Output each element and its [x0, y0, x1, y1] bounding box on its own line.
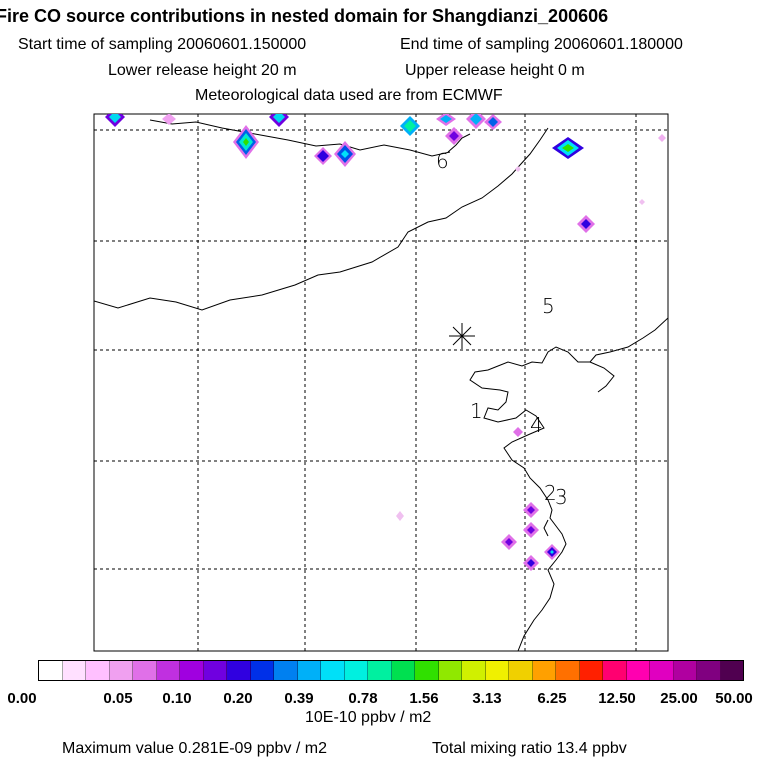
colorbar-tick: 1.56	[409, 690, 439, 707]
colorbar-segment	[509, 661, 533, 680]
plume-cell	[523, 555, 539, 571]
colorbar-tick: 12.50	[598, 690, 636, 707]
plume-cell	[162, 114, 176, 125]
plume-cell	[314, 147, 332, 165]
met-data-label: Meteorological data used are from ECMWF	[195, 87, 503, 104]
plume-cell	[105, 114, 125, 127]
plume-cell	[466, 114, 486, 129]
plume-cell	[658, 134, 666, 142]
colorbar-segment	[344, 661, 368, 680]
start-time-label: Start time of sampling 20060601.150000	[18, 36, 307, 53]
colorbar	[38, 660, 744, 681]
colorbar-tick: 25.00	[660, 690, 698, 707]
plume-cell	[334, 141, 356, 167]
day-label: 6	[436, 149, 449, 173]
plume-cell	[233, 125, 259, 159]
colorbar-segment	[438, 661, 462, 680]
map-frame	[93, 113, 669, 652]
plume-cell	[501, 534, 517, 550]
total-mixing-ratio-label: Total mixing ratio 13.4 ppbv	[432, 740, 627, 757]
receptor-asterisk	[449, 323, 475, 349]
colorbar-segment	[133, 661, 157, 680]
colorbar-tick: 50.00	[715, 690, 753, 707]
colorbar-segment	[603, 661, 627, 680]
colorbar-tick: 0.00	[7, 690, 37, 707]
maximum-value-label: Maximum value 0.281E-09 ppbv / m2	[62, 740, 328, 757]
plume-cell	[523, 522, 539, 538]
day-label: 4	[530, 413, 543, 437]
day-label: 1	[470, 399, 483, 423]
plume-cell	[484, 114, 502, 130]
colorbar-segment	[462, 661, 486, 680]
colorbar-unit: 10E-10 ppbv / m2	[305, 709, 432, 726]
colorbar-tick: 0.20	[223, 690, 253, 707]
plume-cell	[269, 114, 289, 127]
colorbar-segment	[227, 661, 251, 680]
colorbar-segment	[579, 661, 603, 680]
colorbar-segment	[368, 661, 392, 680]
plume-cell	[436, 114, 456, 126]
colorbar-tick: 3.13	[472, 690, 502, 707]
day-label: 5	[542, 294, 555, 318]
colorbar-tick: 0.05	[103, 690, 133, 707]
colorbar-segment	[532, 661, 556, 680]
colorbar-segment	[391, 661, 415, 680]
plume-cell	[639, 199, 645, 205]
colorbar-segment	[39, 661, 63, 680]
lower-release-label: Lower release height 20 m	[108, 62, 297, 79]
colorbar-segment	[485, 661, 509, 680]
plume-cell	[552, 137, 584, 159]
colorbar-segment	[203, 661, 227, 680]
colorbar-segment	[673, 661, 697, 680]
plume-cell	[445, 127, 463, 145]
colorbar-segment	[62, 661, 86, 680]
colorbar-segment	[650, 661, 674, 680]
colorbar-segment	[297, 661, 321, 680]
colorbar-tick: 6.25	[537, 690, 567, 707]
colorbar-segment	[321, 661, 345, 680]
colorbar-segment	[626, 661, 650, 680]
plume-cell	[577, 215, 595, 233]
day-label: 3	[555, 485, 568, 509]
day-label: 2	[544, 481, 557, 505]
colorbar-segment	[697, 661, 721, 680]
plume-cell	[513, 427, 523, 437]
plume-cell	[400, 116, 420, 136]
colorbar-tick: 0.78	[348, 690, 378, 707]
colorbar-segment	[86, 661, 110, 680]
upper-release-label: Upper release height 0 m	[405, 62, 585, 79]
plume-cell	[544, 544, 560, 560]
colorbar-segment	[250, 661, 274, 680]
coastline	[94, 119, 668, 651]
colorbar-segment	[556, 661, 580, 680]
plot-title: Fire CO source contributions in nested d…	[0, 6, 609, 26]
colorbar-segment	[156, 661, 180, 680]
plume-cell	[523, 502, 539, 518]
plume-cell	[515, 166, 521, 172]
colorbar-segment	[109, 661, 133, 680]
colorbar-segment	[180, 661, 204, 680]
colorbar-tick: 0.10	[162, 690, 192, 707]
colorbar-segment	[720, 661, 743, 680]
colorbar-segment	[274, 661, 298, 680]
plume-cell	[396, 511, 404, 521]
plume-cells	[105, 114, 666, 571]
end-time-label: End time of sampling 20060601.180000	[400, 36, 683, 53]
colorbar-segment	[415, 661, 439, 680]
colorbar-tick: 0.39	[284, 690, 314, 707]
